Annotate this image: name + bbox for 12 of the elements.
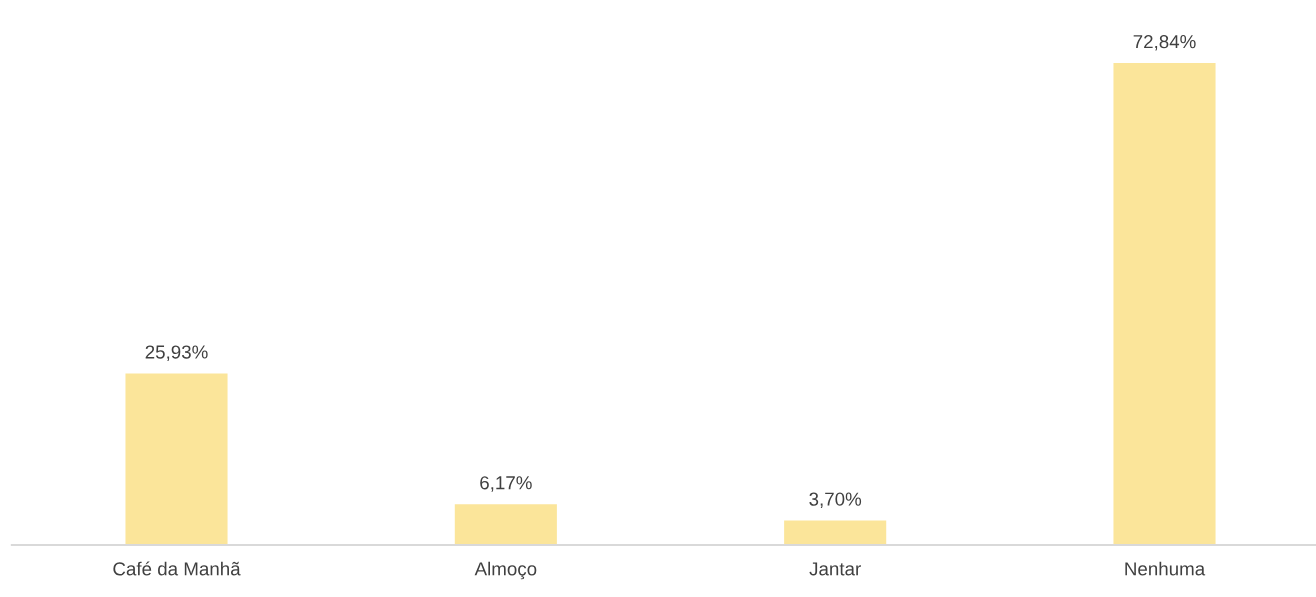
bar <box>784 520 887 546</box>
x-tick-label: Café da Manhã <box>113 561 241 576</box>
data-label: 6,17% <box>480 476 532 492</box>
bar <box>1113 63 1216 546</box>
x-tick-label: Nenhuma <box>1125 561 1206 576</box>
data-label: 72,84% <box>1133 34 1196 51</box>
data-label: 25,93% <box>145 345 208 361</box>
bar <box>125 373 228 546</box>
x-tick-label: Jantar <box>809 562 861 576</box>
x-tick-label: Almoço <box>474 561 537 580</box>
bar <box>454 504 557 546</box>
data-label: 3,70% <box>809 492 862 508</box>
